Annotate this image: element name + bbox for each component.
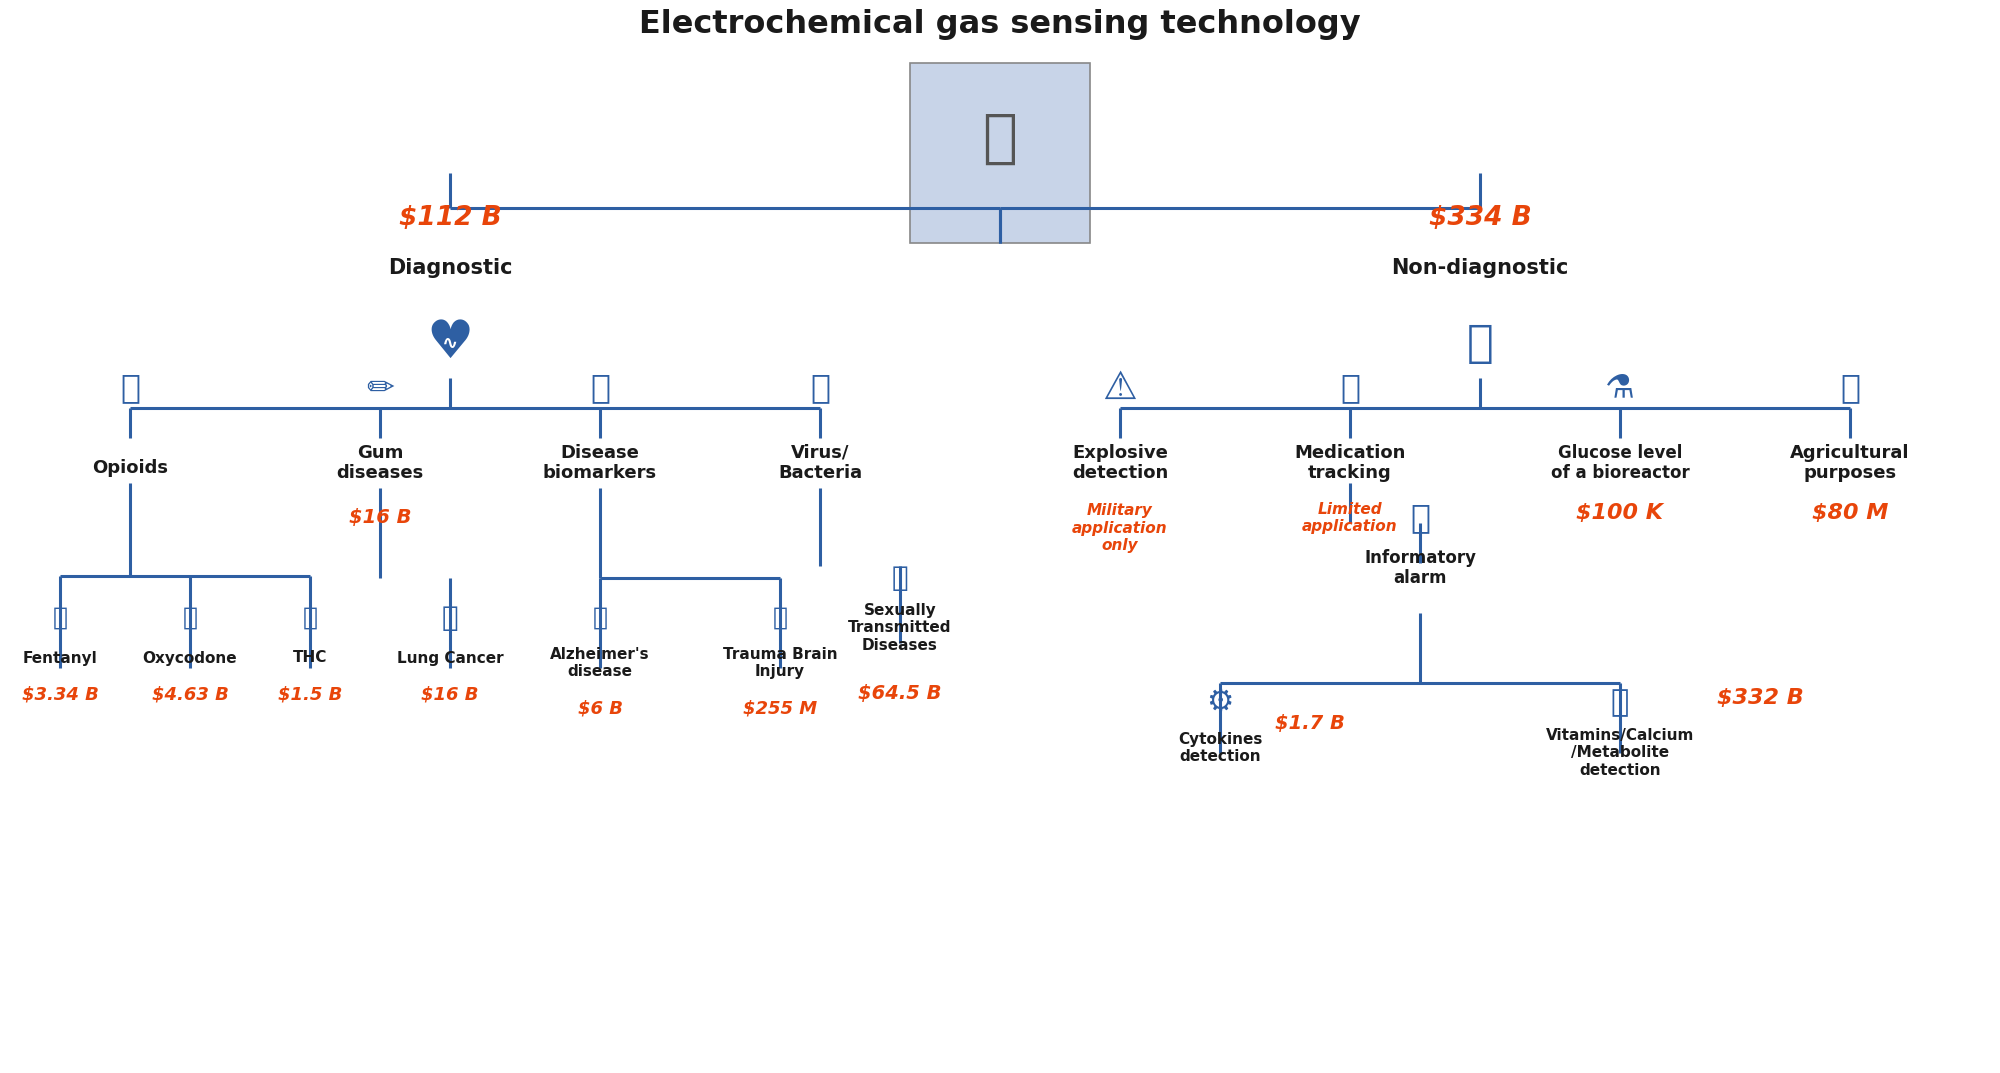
Text: 🧬: 🧬: [590, 371, 610, 405]
Text: Virus/
Bacteria: Virus/ Bacteria: [778, 443, 862, 483]
Text: Trauma Brain
Injury: Trauma Brain Injury: [722, 647, 838, 679]
Text: Glucose level
of a bioreactor: Glucose level of a bioreactor: [1550, 443, 1690, 483]
Text: ⚠: ⚠: [1102, 369, 1138, 407]
Text: $16 B: $16 B: [422, 686, 478, 704]
Text: Informatory
alarm: Informatory alarm: [1364, 548, 1476, 587]
Text: $1.5 B: $1.5 B: [278, 686, 342, 704]
Text: Sexually
Transmitted
Diseases: Sexually Transmitted Diseases: [848, 603, 952, 652]
Text: Gum
diseases: Gum diseases: [336, 443, 424, 483]
Text: $16 B: $16 B: [348, 509, 412, 528]
Text: $3.34 B: $3.34 B: [22, 686, 98, 704]
Text: Explosive
detection: Explosive detection: [1072, 443, 1168, 483]
Text: ✏: ✏: [366, 371, 394, 405]
Text: $332 B: $332 B: [1716, 688, 1804, 708]
Text: ⏰: ⏰: [1410, 501, 1430, 534]
Text: Limited
application: Limited application: [1302, 502, 1398, 534]
Text: $4.63 B: $4.63 B: [152, 686, 228, 704]
Text: 📋: 📋: [1340, 371, 1360, 405]
Text: 👥: 👥: [892, 564, 908, 592]
Text: Fentanyl: Fentanyl: [22, 650, 98, 665]
Text: 💉: 💉: [120, 371, 140, 405]
Text: $64.5 B: $64.5 B: [858, 684, 942, 703]
Text: Military
application
only: Military application only: [1072, 503, 1168, 553]
Text: 🍐: 🍐: [1840, 371, 1860, 405]
FancyBboxPatch shape: [910, 63, 1090, 242]
Text: Medication
tracking: Medication tracking: [1294, 443, 1406, 483]
Text: $80 M: $80 M: [1812, 503, 1888, 523]
Text: $1.7 B: $1.7 B: [1276, 714, 1344, 733]
Text: $112 B: $112 B: [398, 205, 502, 231]
Text: Agricultural
purposes: Agricultural purposes: [1790, 443, 1910, 483]
Text: $100 K: $100 K: [1576, 503, 1664, 523]
Text: 👤: 👤: [982, 109, 1018, 166]
Text: ⚙: ⚙: [1206, 689, 1234, 718]
Text: 🫁: 🫁: [442, 604, 458, 632]
Text: 💊: 💊: [182, 606, 198, 630]
Text: Non-diagnostic: Non-diagnostic: [1392, 258, 1568, 278]
Text: 🧠: 🧠: [592, 606, 608, 630]
Text: 💊: 💊: [52, 606, 68, 630]
Text: 🧠: 🧠: [772, 606, 788, 630]
Text: 🦠: 🦠: [810, 371, 830, 405]
Text: Cytokines
detection: Cytokines detection: [1178, 732, 1262, 764]
Text: Alzheimer's
disease: Alzheimer's disease: [550, 647, 650, 679]
Text: Electrochemical gas sensing technology: Electrochemical gas sensing technology: [640, 10, 1360, 41]
Text: Vitamins/Calcium
/Metabolite
detection: Vitamins/Calcium /Metabolite detection: [1546, 729, 1694, 778]
Text: Opioids: Opioids: [92, 459, 168, 477]
Text: 🍋: 🍋: [1610, 689, 1630, 718]
Text: ∿: ∿: [442, 334, 458, 353]
Text: ♥: ♥: [426, 317, 474, 369]
Text: 🧠: 🧠: [1466, 322, 1494, 365]
Text: $334 B: $334 B: [1428, 205, 1532, 231]
Text: 💊: 💊: [302, 606, 318, 630]
Text: Diagnostic: Diagnostic: [388, 258, 512, 278]
Text: ⚗: ⚗: [1606, 371, 1634, 405]
Text: Lung Cancer: Lung Cancer: [396, 650, 504, 665]
Text: $255 M: $255 M: [742, 699, 818, 717]
Text: THC: THC: [292, 650, 328, 665]
Text: $6 B: $6 B: [578, 699, 622, 717]
Text: Oxycodone: Oxycodone: [142, 650, 238, 665]
Text: Disease
biomarkers: Disease biomarkers: [542, 443, 658, 483]
